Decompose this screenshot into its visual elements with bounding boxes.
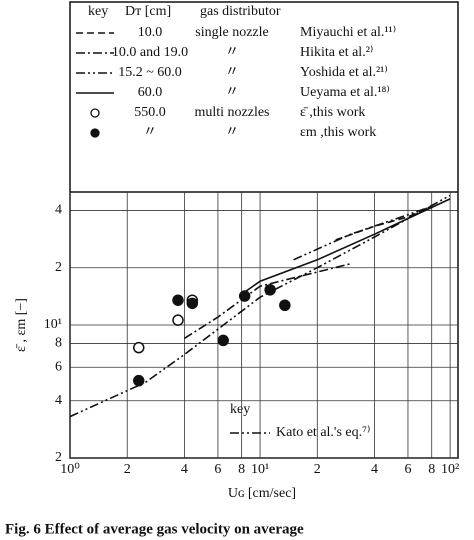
legend-distributor: multi nozzles bbox=[194, 105, 269, 120]
legend-distributor: single nozzle bbox=[195, 25, 268, 40]
legend-source: Hikita et al.²⁾ bbox=[300, 45, 373, 60]
data-line bbox=[335, 205, 433, 241]
x-tick-label: 10⁰ bbox=[60, 462, 80, 477]
legend-marker bbox=[90, 128, 100, 138]
legend-source: Kato et al.'s eq.⁷⁾ bbox=[276, 425, 370, 440]
data-line bbox=[183, 262, 351, 340]
x-tick-label: 8 bbox=[428, 462, 435, 477]
data-point bbox=[186, 297, 199, 310]
inner-legend-title: key bbox=[230, 402, 250, 417]
y-tick-label: 2 bbox=[55, 450, 62, 465]
data-point bbox=[279, 299, 291, 311]
data-line bbox=[293, 205, 432, 261]
legend-distributor: 〃 bbox=[225, 85, 239, 100]
y-axis-label: ε̄ , εm [−] bbox=[14, 298, 29, 352]
data-point bbox=[133, 374, 145, 387]
legend-distributor-header: gas distributor bbox=[200, 4, 281, 19]
data-point bbox=[217, 334, 229, 347]
legend-diameter: 15.2 ~ 60.0 bbox=[118, 65, 182, 80]
legend-dt-header: Dᴛ [cm] bbox=[125, 4, 171, 19]
legend-diameter: 60.0 bbox=[138, 85, 163, 100]
legend-diameter: 10.0 and 19.0 bbox=[112, 45, 188, 60]
x-tick-label: 4 bbox=[371, 462, 378, 477]
legend-source: Yoshida et al.²¹⁾ bbox=[300, 65, 388, 80]
x-tick-label: 6 bbox=[214, 462, 221, 477]
legend-distributor: 〃 bbox=[225, 125, 239, 140]
legend-marker bbox=[90, 108, 100, 118]
data-point bbox=[172, 314, 184, 326]
legend-diameter: 550.0 bbox=[134, 105, 166, 120]
legend-distributor: 〃 bbox=[225, 65, 239, 80]
data-point bbox=[238, 290, 251, 302]
data-point bbox=[172, 294, 184, 306]
legend-distributor: 〃 bbox=[225, 45, 239, 60]
data-line bbox=[241, 198, 451, 295]
x-tick-label: 10¹ bbox=[251, 462, 269, 477]
x-tick-label: 10² bbox=[441, 462, 459, 477]
legend-source: Miyauchi et al.¹¹⁾ bbox=[300, 25, 396, 40]
x-axis-label: Uɢ [cm/sec] bbox=[228, 486, 296, 501]
data-point bbox=[133, 341, 145, 354]
legend-source: εm ,this work bbox=[300, 125, 376, 140]
legend-source: ε̄ ,this work bbox=[300, 105, 365, 120]
x-tick-label: 6 bbox=[404, 462, 411, 477]
legend-diameter: 10.0 bbox=[138, 25, 163, 40]
legend-source: Ueyama et al.¹⁸⁾ bbox=[300, 85, 390, 100]
y-tick-label: 6 bbox=[55, 359, 62, 374]
y-tick-label: 2 bbox=[55, 260, 62, 275]
y-tick-label: 8 bbox=[55, 336, 62, 351]
legend-diameter: 〃 bbox=[143, 125, 157, 140]
data-line bbox=[69, 194, 451, 418]
x-tick-label: 2 bbox=[124, 462, 131, 477]
x-tick-label: 2 bbox=[314, 462, 321, 477]
legend-key-header: key bbox=[88, 4, 108, 19]
x-tick-label: 8 bbox=[238, 462, 245, 477]
y-tick-label: 10¹ bbox=[44, 317, 62, 332]
x-tick-label: 4 bbox=[181, 462, 188, 477]
caption: Fig. 6 Effect of average gas velocity on… bbox=[5, 521, 304, 537]
y-tick-label: 4 bbox=[55, 203, 62, 218]
y-tick-label: 4 bbox=[55, 393, 62, 408]
